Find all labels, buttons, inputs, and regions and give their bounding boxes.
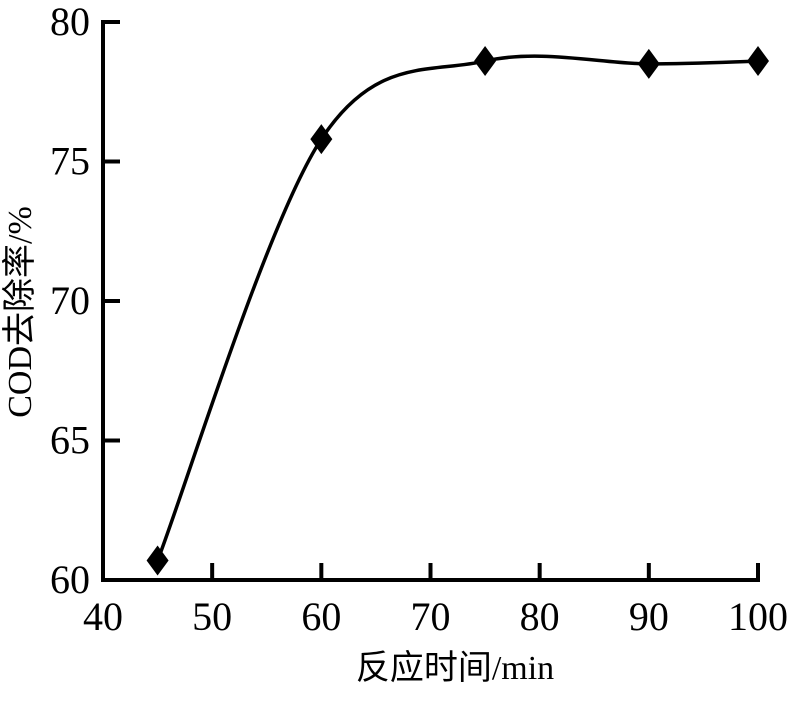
series-layer xyxy=(146,46,769,576)
x-tick-label: 50 xyxy=(192,594,232,639)
x-tick-label: 100 xyxy=(728,594,788,639)
x-tick-label: 40 xyxy=(83,594,123,639)
y-tick-label: 60 xyxy=(50,557,90,602)
data-point-diamond xyxy=(146,545,169,576)
y-tick-label: 65 xyxy=(50,418,90,463)
y-tick-label: 70 xyxy=(50,278,90,323)
y-axis-title: COD去除率/% xyxy=(1,206,39,418)
x-tick-label: 80 xyxy=(520,594,560,639)
data-point-diamond xyxy=(637,48,660,79)
axes-layer: 40 50 60 70 80 90 100 60 65 70 75 80 xyxy=(50,0,788,639)
y-tick-label: 75 xyxy=(50,139,90,184)
data-point-diamond xyxy=(310,124,333,155)
x-tick-label: 60 xyxy=(301,594,341,639)
x-tick-label: 70 xyxy=(411,594,451,639)
x-axis-title: 反应时间/min xyxy=(356,649,554,687)
data-point-diamond xyxy=(474,46,497,77)
y-tick-label: 80 xyxy=(50,0,90,44)
data-point-diamond xyxy=(747,46,769,77)
data-curve xyxy=(155,54,760,563)
axis-spine xyxy=(101,20,760,582)
x-tick-label: 90 xyxy=(629,594,669,639)
